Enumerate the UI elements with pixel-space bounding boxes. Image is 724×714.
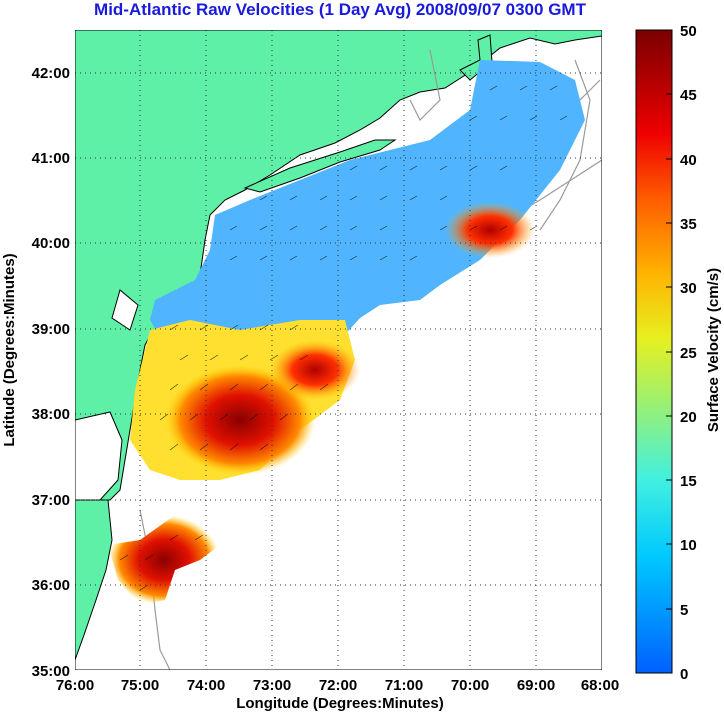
graticule: [75, 30, 602, 670]
hotspot-offshore: [270, 340, 360, 400]
y-tick-label: 35:00: [32, 663, 70, 680]
y-tick-label: 36:00: [32, 577, 70, 594]
velocity-coverage-north: [150, 60, 585, 360]
x-tick-label: 72:00: [319, 677, 357, 694]
velocity-coverage-nc: [108, 515, 220, 605]
colorbar-tick: 15: [680, 473, 697, 490]
y-tick-label: 37:00: [32, 492, 70, 509]
x-tick-label: 75:00: [121, 677, 159, 694]
colorbar-tick: 35: [680, 216, 697, 233]
y-axis: 42:00 41:00 40:00 39:00 38:00 37:00 36:0…: [1, 65, 70, 680]
y-tick-label: 40:00: [32, 235, 70, 252]
y-tick-label: 41:00: [32, 150, 70, 167]
colorbar-tick: 5: [680, 602, 688, 619]
long-island: [243, 139, 397, 193]
land-mass: [75, 30, 602, 501]
colorbar: 50 45 40 35 30 25 20 15 10 5 0 Surface V…: [635, 23, 722, 683]
x-axis: 76:00 75:00 74:00 73:00 72:00 71:00 70:0…: [56, 677, 619, 712]
x-tick-label: 69:00: [517, 677, 555, 694]
map-panel: [75, 30, 602, 670]
colorbar-tick: 10: [680, 537, 697, 554]
colorbar-tick: 50: [680, 23, 697, 40]
y-axis-label: Latitude (Degrees:Minutes): [1, 253, 18, 446]
colorbar-tick: 45: [680, 87, 697, 104]
velocity-field: [108, 60, 585, 605]
colorbar-tick: 20: [680, 409, 697, 426]
colorbar-tick: 25: [680, 345, 697, 362]
y-tick-label: 39:00: [32, 321, 70, 338]
x-tick-label: 74:00: [187, 677, 225, 694]
colorbar-tick: 30: [680, 280, 697, 297]
figure-title: Mid-Atlantic Raw Velocities (1 Day Avg) …: [94, 0, 587, 19]
hotspot-chesapeake: [165, 365, 315, 475]
y-tick-label: 38:00: [32, 406, 70, 423]
x-tick-label: 71:00: [385, 677, 423, 694]
colorbar-tick: 0: [680, 666, 688, 683]
x-tick-label: 73:00: [253, 677, 291, 694]
x-tick-label: 70:00: [451, 677, 489, 694]
colorbar-tick: 40: [680, 152, 697, 169]
hotspot-shelfbreak: [445, 202, 535, 258]
y-tick-label: 42:00: [32, 65, 70, 82]
x-tick-label: 68:00: [581, 677, 619, 694]
x-axis-label: Longitude (Degrees:Minutes): [236, 695, 444, 712]
x-tick-label: 76:00: [56, 677, 94, 694]
colorbar-label: Surface Velocity (cm/s): [705, 268, 722, 432]
